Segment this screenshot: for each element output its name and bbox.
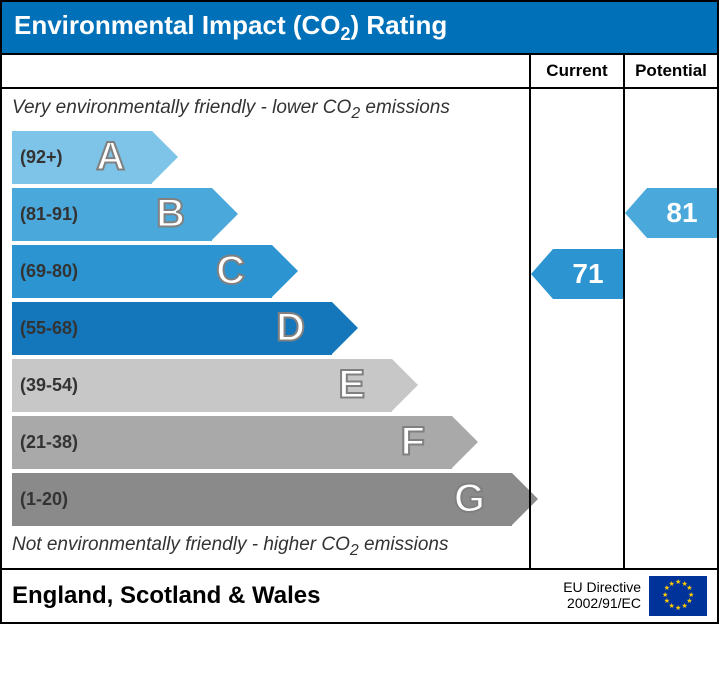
band-e: (39-54) E xyxy=(12,359,529,412)
marker-arrow-icon xyxy=(625,188,647,238)
band-bar: (21-38) F xyxy=(12,416,452,469)
band-f: (21-38) F xyxy=(12,416,529,469)
band-letter: C xyxy=(216,249,246,294)
band-letter: E xyxy=(338,363,366,408)
header-row: Current Potential xyxy=(2,55,717,89)
chart-row: Very environmentally friendly - lower CO… xyxy=(2,89,717,570)
band-arrow-icon xyxy=(212,188,238,240)
band-a: (92+) A xyxy=(12,131,529,184)
title-bar: Environmental Impact (CO2) Rating xyxy=(2,2,717,55)
band-range: (55-68) xyxy=(20,318,78,339)
header-current: Current xyxy=(529,55,623,87)
eu-star-icon: ★ xyxy=(675,578,681,586)
current-column: 71 xyxy=(529,89,623,568)
band-arrow-icon xyxy=(272,245,298,297)
band-range: (92+) xyxy=(20,147,63,168)
eu-directive-text: EU Directive 2002/91/EC xyxy=(563,580,641,611)
band-letter: G xyxy=(454,477,486,522)
band-range: (1-20) xyxy=(20,489,68,510)
header-potential: Potential xyxy=(623,55,717,87)
current-marker: 71 xyxy=(531,249,623,299)
band-letter: B xyxy=(156,192,186,237)
band-bar: (55-68) D xyxy=(12,302,332,355)
band-range: (81-91) xyxy=(20,204,78,225)
band-range: (69-80) xyxy=(20,261,78,282)
band-arrow-icon xyxy=(392,359,418,411)
note-top: Very environmentally friendly - lower CO… xyxy=(2,93,529,127)
potential-marker: 81 xyxy=(625,188,717,238)
band-range: (21-38) xyxy=(20,432,78,453)
band-bar: (92+) A xyxy=(12,131,152,184)
band-bar: (39-54) E xyxy=(12,359,392,412)
epc-rating-chart: Environmental Impact (CO2) Rating Curren… xyxy=(0,0,719,624)
bands-column: Very environmentally friendly - lower CO… xyxy=(2,89,529,568)
band-letter: F xyxy=(401,420,426,465)
band-bar: (81-91) B xyxy=(12,188,212,241)
band-bar: (1-20) G xyxy=(12,473,512,526)
band-arrow-icon xyxy=(152,131,178,183)
band-arrow-icon xyxy=(332,302,358,354)
eu-star-icon: ★ xyxy=(682,602,688,610)
potential-value: 81 xyxy=(647,188,717,238)
band-range: (39-54) xyxy=(20,375,78,396)
band-arrow-icon xyxy=(452,416,478,468)
potential-column: 81 xyxy=(623,89,717,568)
note-bottom: Not environmentally friendly - higher CO… xyxy=(2,530,529,564)
eu-flag-icon: ★★★★★★★★★★★★ xyxy=(649,576,707,616)
header-blank xyxy=(2,55,529,87)
footer-location: England, Scotland & Wales xyxy=(12,582,563,610)
band-b: (81-91) B xyxy=(12,188,529,241)
marker-arrow-icon xyxy=(531,249,553,299)
eu-star-icon: ★ xyxy=(669,580,675,588)
chart-title: Environmental Impact (CO2) Rating xyxy=(14,10,447,40)
directive-line1: EU Directive xyxy=(563,579,641,595)
directive-line2: 2002/91/EC xyxy=(567,595,641,611)
band-letter: A xyxy=(96,135,126,180)
band-c: (69-80) C xyxy=(12,245,529,298)
band-d: (55-68) D xyxy=(12,302,529,355)
band-g: (1-20) G xyxy=(12,473,529,526)
band-bar: (69-80) C xyxy=(12,245,272,298)
current-value: 71 xyxy=(553,249,623,299)
band-letter: D xyxy=(276,306,306,351)
eu-star-icon: ★ xyxy=(675,604,681,612)
footer-row: England, Scotland & Wales EU Directive 2… xyxy=(2,570,717,622)
